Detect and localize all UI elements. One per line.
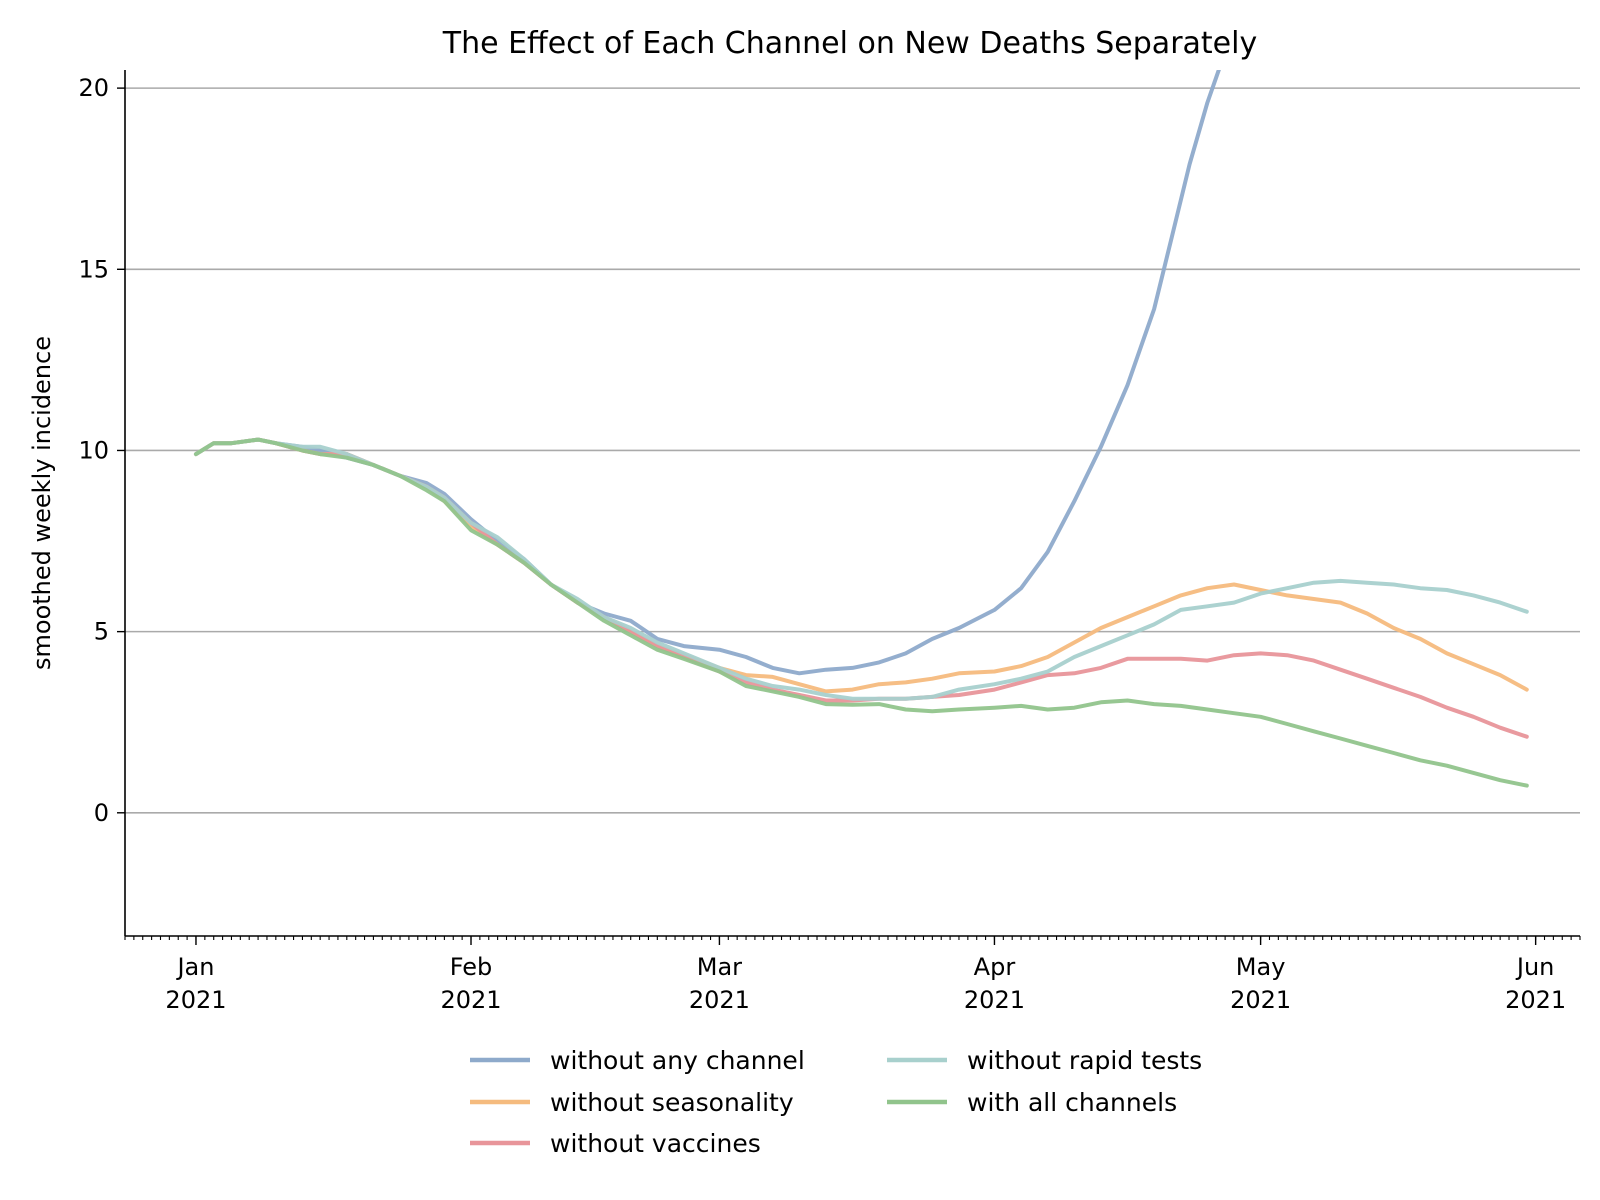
x-tick-label-month: Jun	[1515, 953, 1555, 981]
x-tick-label-year: 2021	[165, 986, 226, 1014]
legend-label: without vaccines	[550, 1129, 761, 1158]
gridlines	[125, 87, 1580, 814]
x-tick-label-month: Feb	[450, 953, 493, 981]
series-line-4	[194, 437, 1529, 701]
legend-label: without rapid tests	[967, 1046, 1202, 1075]
series-lines	[194, 70, 1529, 788]
x-tick-label-month: Jan	[175, 953, 214, 981]
x-tick-label-month: Apr	[974, 953, 1016, 981]
x-tick-label-year: 2021	[440, 986, 501, 1014]
tick-labels: 0 5 10 15 20 Jan 2021 Feb 2021 Mar 2021 Apr 2021 May 2…	[78, 74, 1566, 1014]
legend-label: without any channel	[550, 1046, 805, 1075]
series-line-5	[194, 437, 1529, 788]
legend-label: with all channels	[967, 1088, 1177, 1117]
series-line-2	[194, 437, 1529, 694]
legend: without any channel without seasonality wi…	[470, 1046, 1202, 1158]
y-tick-label: 20	[78, 74, 109, 102]
axes	[117, 70, 1581, 945]
y-axis-label: smoothed weekly incidence	[28, 336, 56, 670]
x-tick-label-year: 2021	[689, 986, 750, 1014]
x-tick-label-year: 2021	[964, 986, 1025, 1014]
y-tick-label: 0	[94, 799, 109, 827]
y-tick-label: 15	[78, 255, 109, 283]
x-tick-label-year: 2021	[1230, 986, 1291, 1014]
series-line-3	[194, 437, 1529, 739]
chart-title: The Effect of Each Channel on New Deaths…	[442, 26, 1257, 61]
x-tick-label-month: May	[1236, 953, 1286, 981]
legend-label: without seasonality	[550, 1088, 794, 1117]
x-tick-label-month: Mar	[697, 953, 742, 981]
y-tick-label: 5	[94, 618, 109, 646]
x-tick-label-year: 2021	[1505, 986, 1566, 1014]
y-tick-label: 10	[78, 436, 109, 464]
series-line-1	[194, 70, 1221, 676]
